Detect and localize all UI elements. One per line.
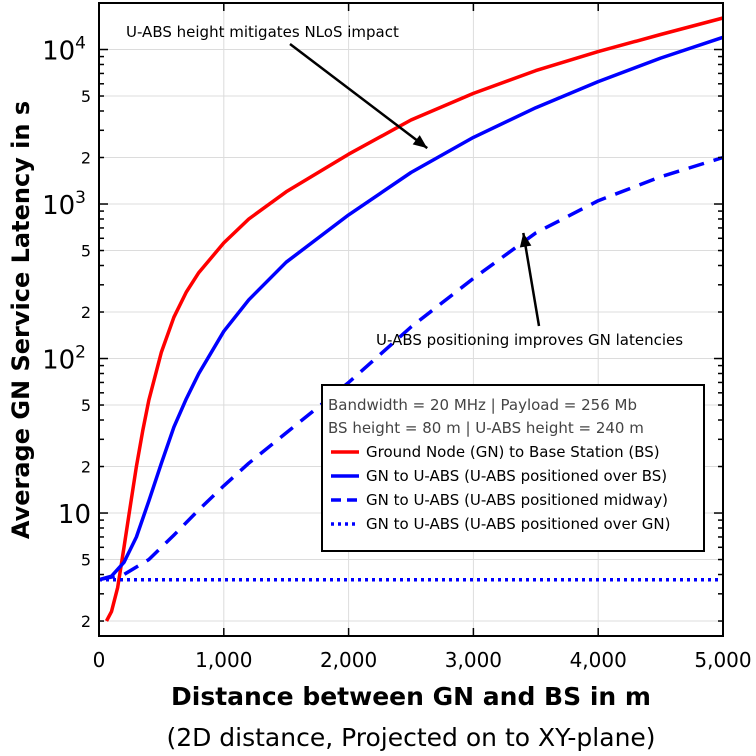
y-tick-base: 10 — [42, 37, 75, 67]
legend-label: GN to U-ABS (U-ABS positioned over GN) — [366, 515, 670, 533]
series-line-solid-1 — [98, 35, 724, 582]
legend-info-line: BS height = 80 m | U-ABS height = 240 m — [328, 419, 644, 437]
y-axis-title: Average GN Service Latency in s — [7, 101, 35, 539]
x-tick-label: 5,000 — [694, 648, 751, 672]
annotation-text: U-ABS positioning improves GN latencies — [376, 331, 683, 349]
legend-label: GN to U-ABS (U-ABS positioned midway) — [366, 491, 668, 509]
x-axis-title: Distance between GN and BS in m — [171, 682, 651, 711]
y-minor-tick-label: 2 — [81, 458, 91, 477]
y-minor-tick-label: 5 — [81, 396, 91, 415]
legend-label: Ground Node (GN) to Base Station (BS) — [366, 443, 660, 461]
x-tick-label: 0 — [93, 648, 106, 672]
legend: Bandwidth = 20 MHz | Payload = 256 Mb BS … — [321, 384, 705, 552]
y-tick-exponent: 4 — [75, 34, 86, 54]
y-major-tick-label: 104 — [42, 34, 86, 67]
y-major-tick-label: 103 — [42, 188, 86, 221]
y-major-tick-label: 102 — [42, 343, 86, 376]
y-tick-exponent: 2 — [75, 343, 86, 363]
y-major-tick-label: 10 — [58, 500, 91, 530]
legend-box — [321, 384, 705, 552]
y-minor-tick-label: 2 — [81, 149, 91, 168]
legend-info-line: Bandwidth = 20 MHz | Payload = 256 Mb — [328, 396, 637, 414]
annotation-text: U-ABS height mitigates NLoS impact — [126, 23, 399, 41]
x-tick-label: 2,000 — [320, 648, 377, 672]
annotation-arrow-line — [522, 232, 541, 327]
y-tick-base: 10 — [42, 191, 75, 221]
annotation-arrow-line — [289, 43, 428, 150]
y-tick-exponent: 3 — [75, 188, 86, 208]
x-tick-label: 1,000 — [195, 648, 252, 672]
y-minor-tick-label: 5 — [81, 551, 91, 570]
y-minor-tick-label: 5 — [81, 242, 91, 261]
x-tick-label: 4,000 — [570, 648, 627, 672]
series-line-dashed-2 — [98, 155, 724, 582]
annotation-arrow-head — [412, 135, 428, 149]
annotation-arrow-head — [519, 232, 532, 248]
legend-label: GN to U-ABS (U-ABS positioned over BS) — [366, 467, 667, 485]
plot-frame — [98, 2, 724, 637]
series-line-solid-0 — [104, 16, 724, 622]
x-axis-subtitle: (2D distance, Projected on to XY-plane) — [166, 723, 655, 752]
y-minor-tick-label: 2 — [81, 303, 91, 322]
y-minor-tick-label: 5 — [81, 87, 91, 106]
y-tick-base: 10 — [42, 346, 75, 376]
y-minor-tick-label: 2 — [81, 612, 91, 631]
x-tick-label: 3,000 — [445, 648, 502, 672]
